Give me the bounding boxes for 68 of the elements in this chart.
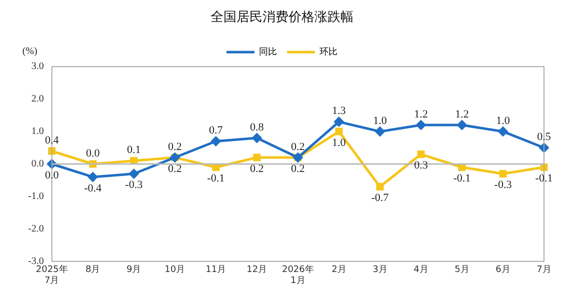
point bbox=[334, 117, 344, 127]
data-label: 0.2 bbox=[250, 162, 264, 175]
data-label: 0.0 bbox=[44, 169, 60, 182]
x-tick-label: 2月 bbox=[332, 265, 346, 276]
data-label: -0.1 bbox=[207, 172, 225, 185]
point bbox=[252, 133, 262, 143]
data-label: 0.0 bbox=[86, 147, 100, 160]
point bbox=[211, 136, 221, 146]
point bbox=[129, 168, 139, 178]
x-tick-label: 2025年 7月 bbox=[36, 264, 68, 286]
x-tick-label: 12月 bbox=[246, 265, 268, 276]
x-tick-label: 4月 bbox=[414, 265, 428, 276]
point bbox=[88, 172, 98, 182]
legend-label: 同比 bbox=[259, 46, 277, 58]
y-tick-label: 1.0 bbox=[31, 126, 44, 138]
point bbox=[212, 164, 220, 171]
data-label: 0.2 bbox=[291, 162, 305, 175]
data-label: 0.2 bbox=[168, 140, 182, 153]
data-label: 1.0 bbox=[496, 114, 510, 127]
point bbox=[416, 120, 426, 130]
x-tick-label: 8月 bbox=[85, 265, 100, 276]
x-tick-label: 3月 bbox=[372, 265, 388, 276]
data-label: -0.7 bbox=[371, 192, 390, 204]
data-label: 0.1 bbox=[126, 144, 141, 156]
point bbox=[253, 154, 261, 162]
point bbox=[130, 157, 138, 164]
point bbox=[375, 126, 385, 136]
chart-title: 全国居民消费价格涨跌幅 bbox=[210, 10, 354, 26]
point bbox=[539, 143, 549, 153]
data-label: -0.1 bbox=[535, 172, 553, 185]
point bbox=[458, 164, 466, 171]
point bbox=[498, 126, 508, 136]
y-axis-title: (%) bbox=[22, 46, 38, 58]
x-tick-label: 7月 bbox=[536, 265, 552, 276]
x-tick-label: 5月 bbox=[454, 265, 470, 276]
data-label: -0.3 bbox=[494, 179, 512, 192]
data-label: 0.2 bbox=[291, 140, 305, 153]
data-label: 0.7 bbox=[209, 124, 224, 137]
data-label: 1.3 bbox=[332, 105, 346, 118]
point bbox=[335, 128, 343, 136]
data-label: 0.2 bbox=[168, 162, 182, 175]
point bbox=[417, 150, 425, 158]
y-tick-label: -2.0 bbox=[28, 224, 44, 235]
x-tick-label: 9月 bbox=[126, 265, 142, 276]
point bbox=[376, 183, 384, 190]
data-label: 0.8 bbox=[250, 121, 264, 134]
data-label: 1.0 bbox=[373, 114, 388, 127]
data-label: 1.0 bbox=[332, 136, 346, 149]
x-tick-label: 11月 bbox=[206, 265, 226, 276]
point bbox=[48, 147, 56, 155]
y-tick-label: 2.0 bbox=[31, 94, 44, 105]
y-tick-label: 3.0 bbox=[31, 61, 44, 72]
x-tick-label: 10月 bbox=[164, 265, 186, 276]
legend-label: 环比 bbox=[320, 46, 338, 58]
y-tick-label: 0.0 bbox=[31, 158, 44, 170]
data-label: 0.4 bbox=[44, 134, 60, 146]
y-tick-label: -1.0 bbox=[28, 191, 44, 202]
data-label: -0.1 bbox=[453, 172, 471, 185]
data-label: 0.5 bbox=[537, 131, 552, 144]
x-tick-label: 2026年 1月 bbox=[282, 264, 314, 286]
point bbox=[457, 120, 467, 130]
data-label: 1.2 bbox=[414, 108, 428, 120]
data-label: -0.4 bbox=[84, 182, 102, 194]
data-label: -0.3 bbox=[125, 179, 144, 192]
data-label: 0.3 bbox=[414, 160, 428, 172]
x-tick-label: 6月 bbox=[496, 265, 510, 276]
data-label: 1.2 bbox=[455, 108, 469, 120]
point bbox=[499, 170, 507, 178]
